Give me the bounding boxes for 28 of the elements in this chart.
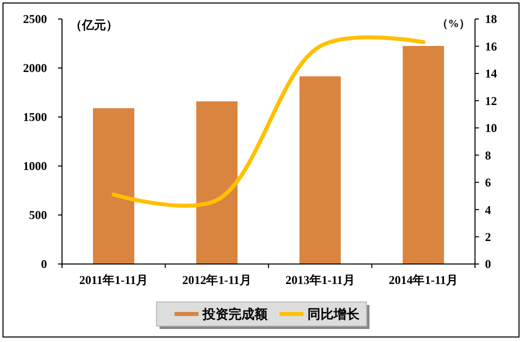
y2-tick-label: 14 bbox=[485, 66, 497, 81]
y-tick-label: 2500 bbox=[23, 12, 47, 26]
x-tick-label: 2011年1-11月 bbox=[79, 273, 148, 287]
y2-tick-label: 10 bbox=[485, 121, 497, 136]
bar bbox=[402, 46, 444, 264]
y-tick-label: 0 bbox=[41, 257, 47, 272]
y2-tick-label: 2 bbox=[485, 230, 491, 244]
bar bbox=[196, 101, 238, 264]
y-tick-label: 1000 bbox=[23, 159, 47, 174]
y2-tick-label: 12 bbox=[485, 94, 497, 108]
y2-tick-label: 6 bbox=[485, 176, 491, 190]
y2-axis-title: （%） bbox=[437, 18, 470, 30]
y2-tick-label: 8 bbox=[485, 148, 491, 162]
y-tick-label: 2000 bbox=[23, 61, 47, 76]
x-tick-label: 2013年1-11月 bbox=[285, 273, 355, 287]
bar bbox=[92, 108, 134, 264]
legend-label: 同比增长 bbox=[308, 308, 360, 323]
x-tick-label: 2014年1-11月 bbox=[388, 273, 458, 287]
y-tick-label: 1500 bbox=[23, 110, 47, 124]
x-tick-label: 2012年1-11月 bbox=[182, 273, 252, 287]
y-axis-title: （亿元） bbox=[70, 18, 118, 32]
y2-tick-label: 0 bbox=[485, 257, 491, 272]
y2-tick-label: 16 bbox=[485, 39, 497, 54]
legend-label: 投资完成额 bbox=[202, 306, 268, 323]
y-tick-label: 500 bbox=[29, 208, 47, 222]
bar bbox=[299, 76, 341, 264]
y2-tick-label: 18 bbox=[485, 12, 497, 26]
y2-tick-label: 4 bbox=[485, 202, 491, 217]
